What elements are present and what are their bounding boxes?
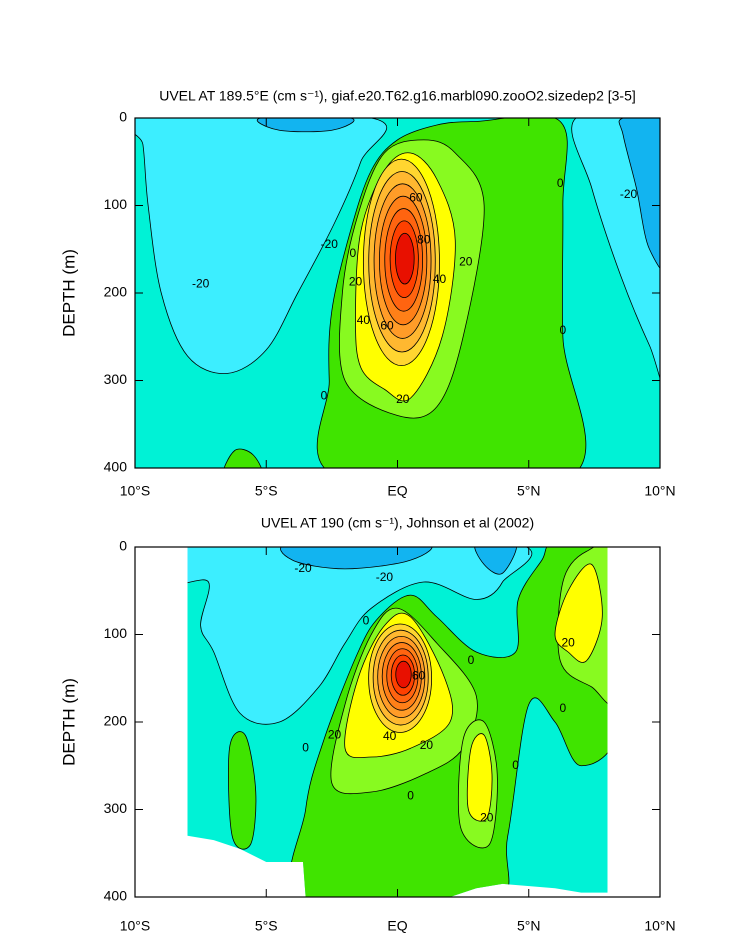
contour-label: 40 xyxy=(433,272,447,286)
contour-label: -20 xyxy=(192,276,210,290)
contour-label: 80 xyxy=(417,233,431,247)
x-tick-label: 10°N xyxy=(644,918,675,934)
y-tick-label: 400 xyxy=(104,459,128,475)
contour-label: 20 xyxy=(561,635,575,649)
contour-label: -20 xyxy=(321,237,339,251)
contour-band xyxy=(223,448,262,468)
contour-label: 40 xyxy=(357,313,371,327)
y-tick-label: 400 xyxy=(104,888,128,904)
contour-label: 0 xyxy=(557,176,564,190)
contour-label: -20 xyxy=(376,570,394,584)
contour-label: 60 xyxy=(380,318,394,332)
contour-band xyxy=(135,118,388,374)
contour-band xyxy=(395,232,415,285)
contour-label: 0 xyxy=(407,789,414,803)
contour-label: 0 xyxy=(468,653,475,667)
contour-band xyxy=(554,563,603,663)
y-tick-label: 0 xyxy=(119,109,127,125)
contour-label: 20 xyxy=(420,738,434,752)
y-tick-label: 200 xyxy=(104,284,128,300)
contour-label: 40 xyxy=(383,729,397,743)
y-tick-label: 100 xyxy=(104,625,128,641)
x-tick-label: 10°N xyxy=(644,483,675,499)
contour-band xyxy=(618,118,660,270)
y-tick-label: 0 xyxy=(119,538,127,554)
contour-band xyxy=(228,731,257,850)
contour-label: 0 xyxy=(560,701,567,715)
field xyxy=(135,118,660,468)
contour-band xyxy=(187,547,533,725)
contour-label: 20 xyxy=(480,810,494,824)
chart-title: UVEL AT 190 (cm s⁻¹), Johnson et al (200… xyxy=(261,515,534,531)
contour-label: 0 xyxy=(560,323,567,337)
x-tick-label: 5°N xyxy=(517,483,541,499)
contour-label: 0 xyxy=(512,758,519,772)
y-axis-label: DEPTH (m) xyxy=(59,678,78,766)
contour-band xyxy=(256,118,355,133)
contour-label: 20 xyxy=(396,392,410,406)
field xyxy=(187,547,608,897)
contour-band xyxy=(395,660,412,689)
contour-label: 60 xyxy=(412,669,426,683)
contour-label: 0 xyxy=(302,740,309,754)
y-tick-label: 200 xyxy=(104,713,128,729)
x-tick-label: 10°S xyxy=(120,918,151,934)
y-tick-label: 100 xyxy=(104,196,128,212)
x-tick-label: EQ xyxy=(387,483,407,499)
contour-label: 20 xyxy=(328,727,342,741)
x-tick-label: EQ xyxy=(387,918,407,934)
x-tick-label: 10°S xyxy=(120,483,151,499)
contour-label: 0 xyxy=(350,246,357,260)
x-tick-label: 5°S xyxy=(255,483,278,499)
contour-label: -20 xyxy=(294,561,312,575)
contour-label: 20 xyxy=(349,275,363,289)
chart-title: UVEL AT 189.5°E (cm s⁻¹), giaf.e20.T62.g… xyxy=(159,88,636,104)
contour-label: 60 xyxy=(409,191,423,205)
contour-label: 0 xyxy=(363,614,370,628)
contour-label: 0 xyxy=(321,388,328,402)
x-tick-label: 5°S xyxy=(255,918,278,934)
contour-label: 20 xyxy=(459,255,473,269)
y-axis-label: DEPTH (m) xyxy=(59,249,78,337)
y-tick-label: 300 xyxy=(104,371,128,387)
x-tick-label: 5°N xyxy=(517,918,541,934)
contour-band xyxy=(466,733,493,822)
y-tick-label: 300 xyxy=(104,800,128,816)
contour-band xyxy=(474,547,517,575)
contour-label: -20 xyxy=(620,187,638,201)
